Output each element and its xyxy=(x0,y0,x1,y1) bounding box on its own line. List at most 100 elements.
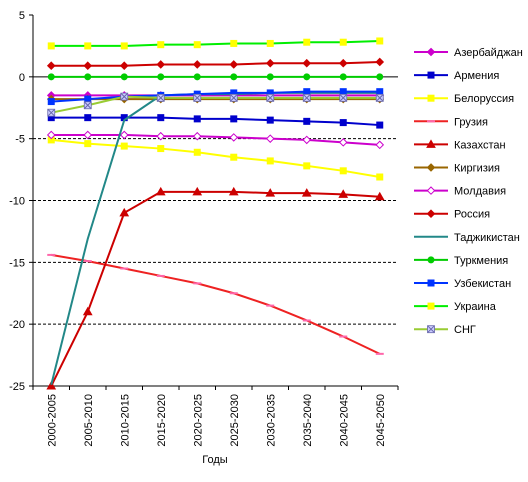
y-tick-label: 5 xyxy=(19,10,25,22)
data-point xyxy=(157,73,165,81)
series-line xyxy=(51,39,380,47)
data-point xyxy=(303,162,311,170)
x-tick-labels: 2000-2005 2005-2010 2010-2015 2015-2020 2020… xyxy=(46,394,387,447)
y-tick-labels: 5 0 -5 -10 -15 -20 -25 xyxy=(9,10,25,393)
legend-marker xyxy=(426,186,436,195)
series-2 xyxy=(47,136,384,181)
series-line xyxy=(51,90,380,103)
legend-item: Туркмения xyxy=(414,255,508,267)
legend-label: Таджикистан xyxy=(454,232,520,244)
legend-label: Молдавия xyxy=(454,186,506,198)
series-1 xyxy=(47,114,384,129)
data-point xyxy=(157,114,165,122)
series-12 xyxy=(47,92,384,117)
legend: Азербайджан Армения Белоруссия Грузия Казахс… xyxy=(414,47,523,336)
data-point-cross xyxy=(376,94,384,102)
y-tick-label: -20 xyxy=(9,319,25,331)
data-point xyxy=(119,130,129,140)
data-point xyxy=(303,88,311,96)
x-tick-label: 2045-2050 xyxy=(375,394,387,447)
data-point xyxy=(302,135,312,145)
data-point xyxy=(230,73,238,81)
data-point xyxy=(84,95,92,103)
legend-item: Казахстан xyxy=(414,139,506,151)
data-point xyxy=(339,88,347,96)
legend-marker xyxy=(426,209,436,219)
legend-label: Узбекистан xyxy=(454,278,511,290)
x-tick-label: 2035-2040 xyxy=(302,394,314,447)
legend-marker xyxy=(426,47,436,57)
data-point xyxy=(119,207,130,217)
data-point xyxy=(339,93,348,102)
series-9 xyxy=(47,73,384,81)
data-point xyxy=(156,131,166,141)
data-point xyxy=(375,140,385,150)
y-tick-label: 0 xyxy=(19,72,25,84)
axes xyxy=(29,14,399,390)
legend-marker xyxy=(427,94,435,102)
data-point xyxy=(339,167,347,175)
x-tick-label: 2000-2005 xyxy=(46,394,58,447)
data-point xyxy=(230,153,238,161)
x-tick-label: 2015-2020 xyxy=(156,394,168,447)
data-point xyxy=(338,189,349,198)
legend-marker xyxy=(427,279,435,287)
data-point xyxy=(338,138,348,147)
data-point xyxy=(156,93,165,102)
data-point-cross xyxy=(339,94,347,102)
x-tick-label: 2025-2030 xyxy=(229,394,241,447)
legend-item: Молдавия xyxy=(414,186,506,198)
legend-label: Киргизия xyxy=(454,163,500,175)
data-point xyxy=(156,60,166,69)
grid-lines xyxy=(33,138,398,325)
data-point xyxy=(229,133,239,142)
data-point xyxy=(193,115,201,123)
series-lines xyxy=(46,37,385,390)
legend-label: Казахстан xyxy=(454,139,506,151)
data-point xyxy=(120,142,128,150)
data-point xyxy=(47,98,55,106)
data-point xyxy=(339,119,347,127)
data-point xyxy=(303,73,311,81)
legend-item: СНГ xyxy=(414,324,476,336)
legend-marker xyxy=(427,302,435,310)
data-point xyxy=(229,93,238,102)
data-point-cross xyxy=(193,94,201,102)
data-point xyxy=(266,39,274,47)
data-point xyxy=(375,57,385,67)
x-tick-label: 2040-2045 xyxy=(338,394,350,447)
data-point xyxy=(46,61,56,71)
data-point xyxy=(83,61,93,71)
x-tick-label: 2020-2025 xyxy=(192,394,204,447)
data-point xyxy=(119,61,129,71)
legend-label: Украина xyxy=(454,301,497,313)
x-tick-label: 2010-2015 xyxy=(119,394,131,447)
series-7 xyxy=(46,57,385,71)
data-point xyxy=(376,37,384,45)
data-point xyxy=(46,380,57,390)
data-point-cross xyxy=(84,101,92,109)
data-point xyxy=(339,73,347,81)
data-point xyxy=(83,130,93,140)
data-point xyxy=(47,42,55,50)
legend-label: Туркмения xyxy=(454,255,508,267)
data-point xyxy=(265,134,275,143)
data-point xyxy=(120,73,128,81)
data-point xyxy=(192,60,202,69)
data-point-cross xyxy=(230,94,238,102)
data-point xyxy=(266,157,274,165)
series-line xyxy=(51,133,380,146)
data-point-cross xyxy=(157,94,165,102)
data-point xyxy=(228,186,239,196)
data-point-cross xyxy=(303,94,311,102)
data-point xyxy=(193,148,201,156)
data-point-cross xyxy=(120,93,128,100)
legend-item: Узбекистан xyxy=(414,278,511,290)
y-tick-label: -10 xyxy=(9,196,25,208)
legend-marker xyxy=(427,256,435,264)
legend-item: Армения xyxy=(414,70,499,82)
data-point xyxy=(83,101,92,110)
data-point xyxy=(374,191,385,201)
legend-item: Украина xyxy=(414,301,497,313)
data-point xyxy=(376,88,384,96)
